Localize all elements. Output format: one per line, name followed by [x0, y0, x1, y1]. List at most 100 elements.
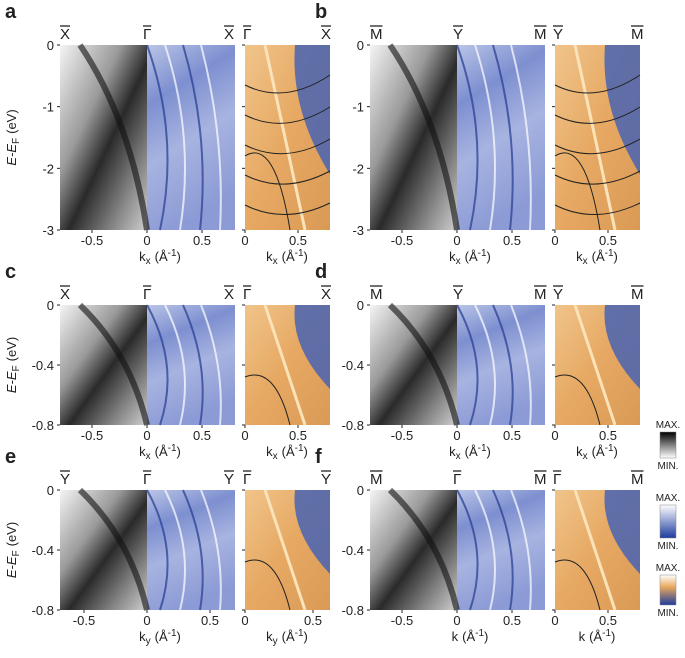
y-tick-label: 0 — [357, 38, 364, 53]
k: k — [139, 629, 146, 644]
k: k — [266, 444, 273, 459]
subscript: y — [146, 636, 151, 647]
calc-band — [244, 559, 291, 611]
calc-band — [554, 170, 641, 185]
x-axis-label: k (Å-1) — [579, 628, 616, 644]
unit: (eV) — [4, 522, 19, 547]
subscript: x — [456, 256, 461, 267]
y-tick-label: 0 — [47, 38, 54, 53]
y-tick-label: 0 — [47, 298, 54, 313]
y-tick-label: -0.4 — [342, 358, 364, 373]
unit: (eV) — [4, 109, 19, 134]
main: E-E — [4, 556, 19, 578]
x-tick-label: 0.5 — [193, 233, 211, 248]
x-axis-label: ky (Å-1) — [266, 628, 308, 647]
superscript: -1 — [168, 248, 177, 259]
symmetry-label: Γ — [243, 471, 251, 488]
unit: ) — [304, 249, 308, 264]
y-tick-label: -0.8 — [32, 418, 54, 433]
symmetry-label: M — [370, 471, 383, 488]
x-axis-label: kx (Å-1) — [139, 248, 181, 267]
band-feature — [164, 304, 186, 426]
unit: (Å — [282, 249, 295, 264]
symmetry-label: X — [60, 286, 70, 303]
band-feature — [492, 44, 514, 231]
x-tick-label: 0.5 — [289, 428, 307, 443]
symmetry-label: Y — [453, 26, 463, 43]
x-tick-label: -0.5 — [81, 428, 103, 443]
subscript: F — [11, 550, 22, 556]
unit: (Å — [592, 249, 605, 264]
symmetry-label: M — [534, 286, 547, 303]
unit: (Å — [462, 629, 475, 644]
blue-region — [294, 305, 330, 389]
band-feature — [200, 489, 222, 611]
superscript: -1 — [605, 443, 614, 454]
x-tick-label: 0.5 — [503, 233, 521, 248]
superscript: -1 — [602, 628, 611, 639]
x-tick-label: 0.5 — [503, 428, 521, 443]
blue-region — [604, 45, 640, 175]
y-tick-label: -0.4 — [32, 543, 54, 558]
subscript: x — [273, 451, 278, 462]
x-axis-label: kx (Å-1) — [576, 443, 618, 462]
symmetry-label: X — [224, 26, 234, 43]
unit: (Å — [155, 444, 168, 459]
calc-band — [554, 74, 641, 94]
superscript: -1 — [295, 248, 304, 259]
calc-band — [244, 106, 331, 124]
symmetry-label: X — [60, 26, 70, 43]
x-tick-label: 0 — [453, 613, 460, 628]
colorbar-min: MIN. — [657, 541, 678, 552]
unit: ) — [487, 444, 491, 459]
unit: ) — [614, 444, 618, 459]
calc-band — [244, 170, 331, 185]
unit: (Å — [282, 444, 295, 459]
x-tick-label: 0.5 — [599, 428, 617, 443]
y-tick-label: -3 — [42, 223, 54, 238]
blue-region — [604, 305, 640, 389]
subscript: x — [273, 256, 278, 267]
symmetry-label: Γ — [143, 286, 151, 303]
x-tick-label: 0 — [143, 428, 150, 443]
band-feature — [387, 487, 460, 611]
symmetry-label: X — [321, 26, 331, 43]
k: k — [576, 249, 583, 264]
x-tick-label: 0 — [143, 613, 150, 628]
band-feature — [164, 44, 186, 231]
unit: (Å — [155, 629, 168, 644]
y-tick-label: -0.8 — [342, 418, 364, 433]
symmetry-label: M — [631, 286, 644, 303]
colorbar — [659, 504, 677, 539]
k: k — [579, 629, 586, 644]
y-tick-label: -3 — [352, 223, 364, 238]
band-feature — [182, 44, 204, 231]
symmetry-label: Y — [321, 471, 331, 488]
x-tick-label: 0.5 — [599, 613, 617, 628]
calc-band — [554, 559, 601, 611]
superscript: -1 — [168, 443, 177, 454]
unit: (Å — [589, 629, 602, 644]
superscript: -1 — [168, 628, 177, 639]
x-tick-label: 0 — [143, 233, 150, 248]
unit: ) — [177, 629, 181, 644]
blue-region — [294, 45, 330, 175]
band-feature — [510, 489, 532, 611]
arpes-gray — [60, 45, 147, 230]
band-feature — [200, 304, 222, 426]
superscript: -1 — [478, 443, 487, 454]
band-feature — [387, 43, 460, 231]
unit: ) — [484, 629, 488, 644]
arpes-gray — [370, 490, 457, 610]
calc-band — [554, 374, 601, 426]
unit: (Å — [592, 444, 605, 459]
calc-band — [554, 106, 641, 124]
y-axis-label: E-EF (eV) — [4, 109, 22, 165]
colorbar-min: MIN. — [657, 461, 678, 472]
unit: ) — [177, 249, 181, 264]
k: k — [449, 444, 456, 459]
x-tick-label: 0.5 — [193, 428, 211, 443]
band-feature — [474, 44, 496, 231]
unit: (Å — [465, 249, 478, 264]
